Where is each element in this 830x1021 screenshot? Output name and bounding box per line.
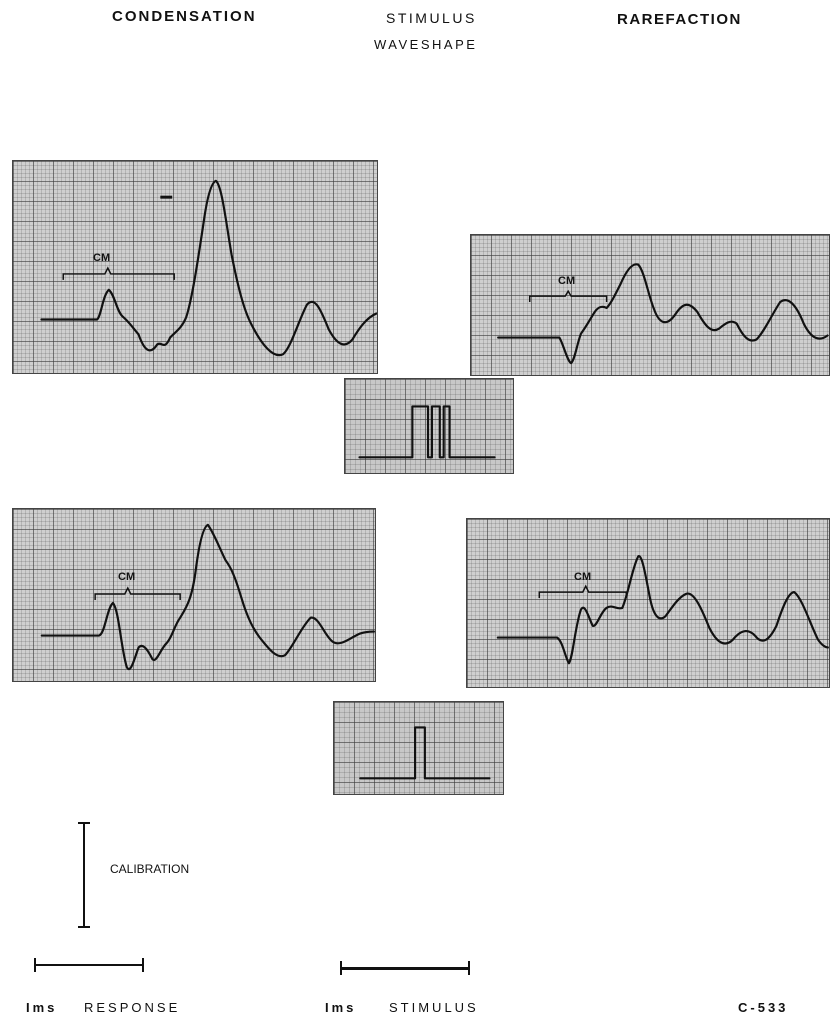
stimulus-waveshape-2: [333, 701, 504, 795]
cm-label: CM: [93, 252, 111, 264]
stimulus-scale-tick-right: [468, 961, 470, 975]
response-scale-bar: [34, 964, 144, 966]
waveform-plot: [496, 555, 829, 665]
calibration-bar-cap-bottom: [78, 926, 90, 928]
header-waveshape: WAVESHAPE: [374, 37, 478, 52]
header-stimulus: STIMULUS: [386, 10, 477, 26]
stimulus-waveshape-1: [344, 378, 514, 474]
calibration-bar-cap-top: [78, 822, 90, 824]
cm-label: CM: [118, 571, 136, 583]
header-condensation: CONDENSATION: [112, 8, 257, 25]
response-scale-label: RESPONSE: [84, 1000, 181, 1015]
rarefaction-trace-2: CM: [466, 518, 830, 688]
calibration-bar: [83, 822, 85, 928]
stimulus-scale-label: STIMULUS: [389, 1000, 479, 1015]
waveform-plot: [497, 263, 829, 365]
header-rarefaction: RAREFACTION: [617, 11, 742, 28]
condensation-trace-2: CM: [12, 508, 376, 682]
figure-id: C-533: [738, 1000, 789, 1015]
waveform-plot: [40, 523, 375, 671]
stimulus-waveform: [358, 405, 496, 459]
stimulus-scale-tick-left: [340, 961, 342, 975]
stimulus-scale-value: Ims: [325, 1000, 357, 1015]
calibration-label: CALIBRATION: [110, 862, 190, 876]
waveform-plot: [40, 179, 377, 357]
response-scale-value: Ims: [26, 1000, 58, 1015]
cm-label: CM: [558, 275, 576, 287]
response-scale-tick-right: [142, 958, 144, 972]
stimulus-waveform: [359, 726, 491, 780]
stimulus-scale-bar: [340, 967, 470, 970]
response-scale-tick-left: [34, 958, 36, 972]
rarefaction-trace-1: CM: [470, 234, 830, 376]
cm-label: CM: [574, 571, 592, 583]
condensation-trace-1: CM: [12, 160, 378, 374]
